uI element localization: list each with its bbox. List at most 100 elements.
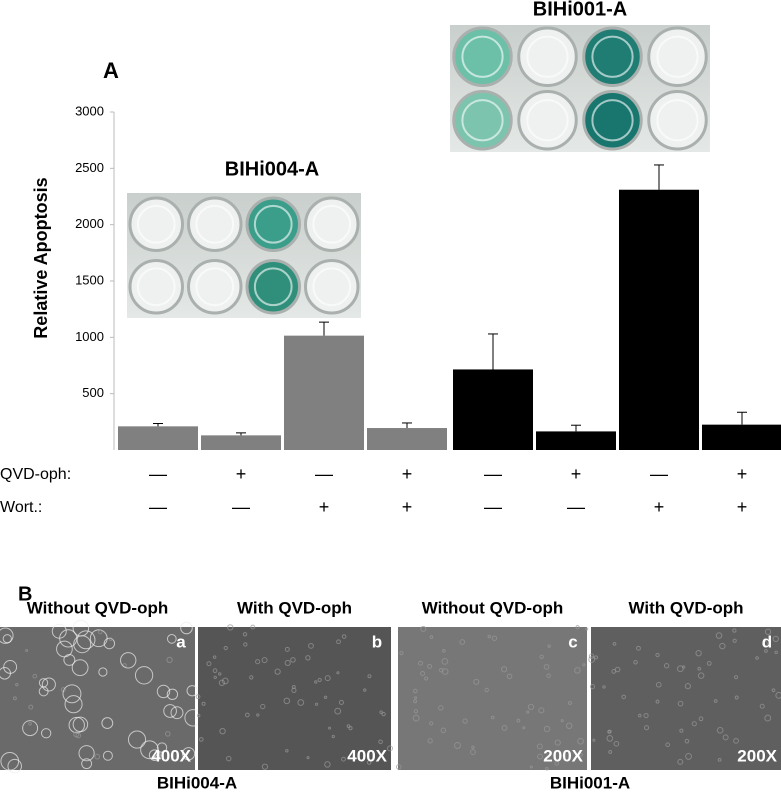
cell: [438, 705, 444, 711]
cell: [219, 727, 226, 735]
well-inner: [195, 204, 235, 244]
cell: [283, 697, 291, 705]
cell: [336, 671, 340, 675]
y-axis-label: Relative Apoptosis: [31, 177, 51, 338]
cell: [442, 648, 446, 653]
cell: [547, 644, 551, 648]
cell: [473, 678, 480, 685]
cell: [655, 699, 660, 704]
cell: [181, 747, 196, 761]
cell: [399, 651, 404, 656]
cell: [655, 652, 660, 658]
cell: [381, 711, 386, 717]
cell: [418, 660, 423, 666]
cell: [589, 684, 596, 690]
cell: [89, 629, 108, 648]
cell: [227, 624, 234, 631]
cell: [186, 685, 198, 697]
cell: [677, 758, 684, 765]
cell: [297, 699, 305, 706]
condition-sign: —: [149, 497, 167, 517]
cell: [613, 740, 620, 747]
well-inner: [461, 35, 504, 78]
cell: [545, 767, 549, 771]
cell: [413, 696, 418, 700]
y-tick-label: 2500: [75, 160, 104, 175]
cell: [98, 629, 103, 635]
cell: [28, 704, 34, 710]
cell: [170, 706, 184, 720]
cell: [51, 623, 67, 639]
condition-sign: +: [737, 464, 748, 484]
cell: [285, 749, 289, 753]
cell: [567, 700, 572, 705]
panel-label: A: [103, 58, 119, 83]
cell: [676, 665, 684, 673]
well-inner: [591, 35, 634, 78]
cell: [28, 721, 32, 726]
cell: [643, 725, 650, 731]
cell: [40, 728, 52, 739]
cell: [585, 627, 589, 631]
cell: [608, 750, 613, 754]
well-inner: [136, 204, 176, 244]
cell: [94, 753, 101, 760]
cell: [363, 688, 367, 692]
condition-sign: —: [315, 464, 333, 484]
condition-sign: +: [571, 464, 582, 484]
cell: [284, 659, 291, 667]
cell: [256, 713, 260, 717]
cell: [180, 621, 193, 635]
cell: [62, 684, 82, 704]
cell: [554, 761, 560, 766]
cell: [348, 726, 353, 731]
cell: [197, 713, 201, 718]
well-inner: [526, 99, 569, 142]
cell: [772, 635, 779, 643]
cell: [78, 745, 95, 762]
cell: [621, 694, 627, 700]
cell: [593, 655, 599, 660]
cell: [317, 677, 322, 683]
cell: [12, 696, 17, 701]
cell: [22, 720, 39, 737]
condition-sign: —: [232, 497, 250, 517]
condition-sign: —: [149, 464, 167, 484]
cell: [607, 729, 612, 734]
cell: [606, 735, 614, 742]
cell: [679, 728, 684, 733]
cell: [328, 726, 332, 730]
cell: [218, 679, 226, 686]
cell: [324, 761, 331, 768]
cell: [212, 668, 218, 674]
bar: [367, 428, 447, 450]
cell: [682, 665, 686, 669]
image-caption: With QVD-oph: [237, 598, 352, 617]
cell: [764, 628, 772, 635]
cell: [764, 714, 772, 722]
cell: [73, 635, 92, 654]
condition-sign: —: [567, 497, 585, 517]
cell: [685, 752, 692, 760]
cell: [0, 627, 14, 644]
cell: [733, 675, 739, 680]
cell: [195, 694, 201, 700]
cell: [242, 632, 248, 637]
image-letter: c: [568, 632, 577, 651]
cell: [440, 727, 447, 734]
cell: [250, 624, 256, 630]
cell: [716, 726, 724, 734]
condition-label: Wort.:: [0, 499, 42, 516]
cell: [260, 703, 266, 710]
cell: [516, 718, 521, 723]
cell: [274, 668, 281, 675]
cell: [15, 682, 19, 687]
well-inner: [253, 267, 293, 307]
cell: [471, 745, 475, 749]
cell: [588, 653, 595, 659]
cell: [643, 712, 649, 719]
cell: [255, 659, 261, 665]
cell: [635, 645, 641, 651]
cell: [734, 695, 739, 700]
cell: [614, 666, 621, 673]
